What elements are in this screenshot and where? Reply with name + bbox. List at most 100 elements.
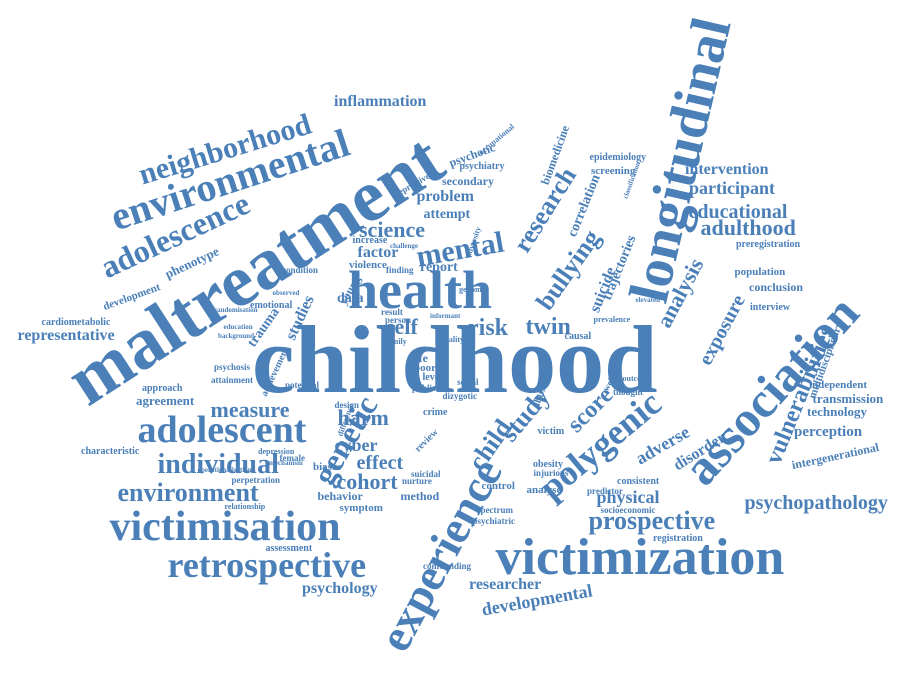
word-informant: informant	[430, 311, 461, 320]
word-operationalisations: operationalisations	[197, 465, 255, 474]
word-psychology: psychology	[302, 580, 378, 597]
word-confounding: confounding	[423, 560, 472, 571]
word-thought: thought	[613, 386, 644, 397]
word-violence: violence	[349, 258, 387, 271]
word-relationship: relationship	[224, 502, 266, 511]
word-science: science	[359, 217, 425, 242]
word-screening: screening	[591, 164, 636, 177]
word-self: self	[386, 314, 418, 339]
word-observed: observed	[272, 288, 300, 297]
word-socioeconomic: socioeconomic	[600, 504, 656, 515]
word-finding: finding	[386, 264, 414, 275]
word-dizygotic: dizygotic	[442, 390, 478, 401]
word-adulthood: adulthood	[700, 215, 796, 240]
word-individual: individual	[157, 449, 279, 480]
word-poor: poor	[414, 361, 436, 374]
word-social: social	[457, 376, 479, 387]
word-emotional: emotional	[250, 300, 293, 311]
word-injurious: injurious	[533, 467, 569, 478]
word-background: background	[218, 331, 255, 340]
word-population: population	[734, 265, 786, 278]
word-cardiometabolic: cardiometabolic	[41, 317, 111, 328]
word-intergenerational: intergenerational	[790, 439, 880, 473]
word-registration: registration	[653, 533, 703, 544]
word-female: female	[279, 452, 305, 463]
word-mechanism: mechanism	[269, 458, 303, 467]
word-intervention: intervention	[685, 161, 769, 178]
word-psychiatric: psychiatric	[472, 515, 516, 526]
word-transmission: transmission	[812, 390, 884, 406]
word-retrospective: retrospective	[167, 545, 367, 585]
word-control: control	[481, 479, 515, 492]
word-researcher: researcher	[469, 576, 542, 593]
word-cyber: cyber	[334, 435, 378, 455]
word-nurture: nurture	[402, 475, 432, 486]
word-cohort: cohort	[336, 469, 398, 494]
word-psychosis: psychosis	[214, 361, 251, 372]
word-method: method	[400, 489, 440, 503]
word-crime: crime	[423, 407, 448, 418]
word-challenge: challenge	[390, 241, 418, 250]
word-obesity: obesity	[533, 459, 563, 470]
word-problem: problem	[416, 188, 474, 205]
word-conclusion: conclusion	[749, 280, 804, 294]
word-data: data	[337, 291, 364, 306]
word-adolescent: adolescent	[137, 409, 307, 451]
word-quality: quality	[440, 335, 465, 344]
word-childhood: childhood	[252, 306, 658, 413]
word-health: health	[348, 260, 493, 320]
word-symptom: symptom	[339, 501, 383, 514]
word-risk: risk	[468, 315, 509, 341]
word-increase: increase	[352, 235, 388, 246]
word-exposure: exposure	[694, 291, 750, 369]
word-victim: victim	[537, 426, 565, 437]
word-preregistration: preregistration	[736, 239, 801, 250]
word-independent: independent	[809, 378, 868, 391]
word-causal: causal	[564, 331, 592, 342]
word-secondary: secondary	[442, 174, 494, 188]
word-potential: potential	[285, 379, 320, 390]
word-family: family	[385, 337, 407, 346]
word-assessment: assessment	[265, 543, 313, 554]
word-environment: environment	[117, 478, 259, 507]
word-result: result	[381, 306, 403, 317]
word-outcome: outcome	[622, 374, 652, 383]
word-approach: approach	[142, 383, 183, 394]
word-biases: biases	[313, 460, 342, 473]
word-inflammation: inflammation	[334, 93, 427, 110]
word-factor: factor	[357, 244, 399, 261]
word-victimization: victimization	[495, 529, 785, 586]
word-analyse: analyse	[526, 483, 562, 496]
word-prevalence: prevalence	[593, 315, 631, 324]
word-level: level	[422, 372, 442, 383]
word-representative: representative	[17, 327, 115, 344]
word-randomisation: randomisation	[214, 305, 258, 314]
word-perception: perception	[794, 423, 863, 440]
word-design: design	[334, 399, 360, 410]
word-review: review	[412, 426, 441, 455]
word-agreement: agreement	[136, 392, 195, 408]
word-public: public	[412, 382, 437, 393]
word-attainment: attainment	[211, 374, 253, 385]
word-psychiatry: psychiatry	[459, 161, 505, 172]
word-victimisation: victimisation	[109, 504, 341, 550]
word-harm: harm	[337, 405, 389, 430]
word-genome: genome	[459, 285, 486, 294]
word-condition: condition	[282, 264, 319, 275]
word-elevated: elevated	[635, 295, 661, 304]
word-physical: physical	[596, 487, 660, 507]
word-educational: educational	[688, 201, 788, 223]
word-report: report	[420, 260, 458, 275]
word-consistent: consistent	[617, 476, 660, 487]
word-person: person	[385, 314, 412, 325]
word-depression: depression	[258, 447, 295, 456]
word-twin: twin	[525, 314, 571, 340]
word-perpetration: perpetration	[231, 474, 281, 485]
word-measure: measure	[210, 397, 290, 422]
word-behavior: behavior	[317, 489, 363, 503]
word-technology: technology	[807, 403, 867, 419]
word-effect: effect	[356, 452, 404, 474]
word-prospective: prospective	[588, 506, 716, 535]
word-life: life	[412, 351, 428, 365]
